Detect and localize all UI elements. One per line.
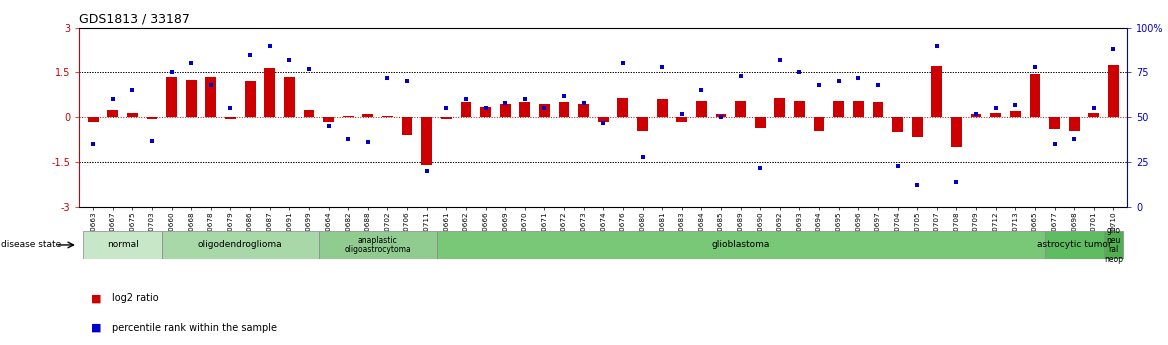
Bar: [1049, 117, 1059, 129]
Bar: [107, 110, 118, 117]
Bar: [676, 117, 687, 122]
Bar: [324, 117, 334, 122]
Bar: [500, 104, 510, 117]
Bar: [343, 116, 354, 117]
Text: disease state: disease state: [1, 240, 62, 249]
Bar: [716, 114, 726, 117]
Text: oligodendroglioma: oligodendroglioma: [199, 240, 283, 249]
Bar: [931, 67, 943, 117]
Text: normal: normal: [106, 240, 139, 249]
Bar: [1044, 231, 1104, 259]
Bar: [794, 101, 805, 117]
Bar: [225, 117, 236, 119]
Bar: [166, 77, 178, 117]
Bar: [656, 99, 668, 117]
Bar: [402, 117, 412, 135]
Bar: [186, 80, 196, 117]
Bar: [437, 231, 1044, 259]
Bar: [83, 231, 162, 259]
Bar: [951, 117, 961, 147]
Bar: [264, 68, 276, 117]
Bar: [990, 113, 1001, 117]
Bar: [520, 102, 530, 117]
Bar: [147, 117, 158, 119]
Bar: [578, 104, 589, 117]
Bar: [755, 117, 766, 128]
Text: glio
neu
ral
neop: glio neu ral neop: [1104, 226, 1122, 264]
Bar: [735, 101, 746, 117]
Bar: [1108, 65, 1119, 117]
Bar: [88, 117, 98, 122]
Bar: [696, 101, 707, 117]
Text: glioblastoma: glioblastoma: [711, 240, 770, 249]
Bar: [598, 117, 609, 122]
Bar: [774, 98, 785, 117]
Bar: [637, 117, 648, 131]
Bar: [853, 101, 863, 117]
Bar: [971, 114, 981, 117]
Bar: [1029, 74, 1041, 117]
Bar: [382, 116, 392, 117]
Bar: [1104, 231, 1124, 259]
Text: log2 ratio: log2 ratio: [112, 294, 159, 303]
Bar: [558, 102, 570, 117]
Bar: [319, 231, 437, 259]
Bar: [1010, 111, 1021, 117]
Bar: [872, 102, 883, 117]
Bar: [304, 110, 314, 117]
Bar: [1069, 117, 1079, 131]
Text: ■: ■: [91, 294, 102, 303]
Text: anaplastic
oligoastrocytoma: anaplastic oligoastrocytoma: [345, 236, 411, 254]
Text: percentile rank within the sample: percentile rank within the sample: [112, 323, 277, 333]
Bar: [362, 114, 374, 117]
Bar: [245, 81, 256, 117]
Bar: [284, 77, 294, 117]
Bar: [618, 98, 628, 117]
Bar: [480, 107, 491, 117]
Bar: [127, 113, 138, 117]
Bar: [162, 231, 319, 259]
Text: GDS1813 / 33187: GDS1813 / 33187: [79, 12, 190, 25]
Bar: [440, 117, 452, 119]
Bar: [814, 117, 825, 131]
Bar: [422, 117, 432, 165]
Bar: [460, 102, 472, 117]
Bar: [1089, 113, 1099, 117]
Bar: [538, 104, 550, 117]
Bar: [833, 101, 844, 117]
Bar: [206, 77, 216, 117]
Text: astrocytic tumor: astrocytic tumor: [1037, 240, 1112, 249]
Bar: [912, 117, 923, 137]
Bar: [892, 117, 903, 132]
Text: ■: ■: [91, 323, 102, 333]
